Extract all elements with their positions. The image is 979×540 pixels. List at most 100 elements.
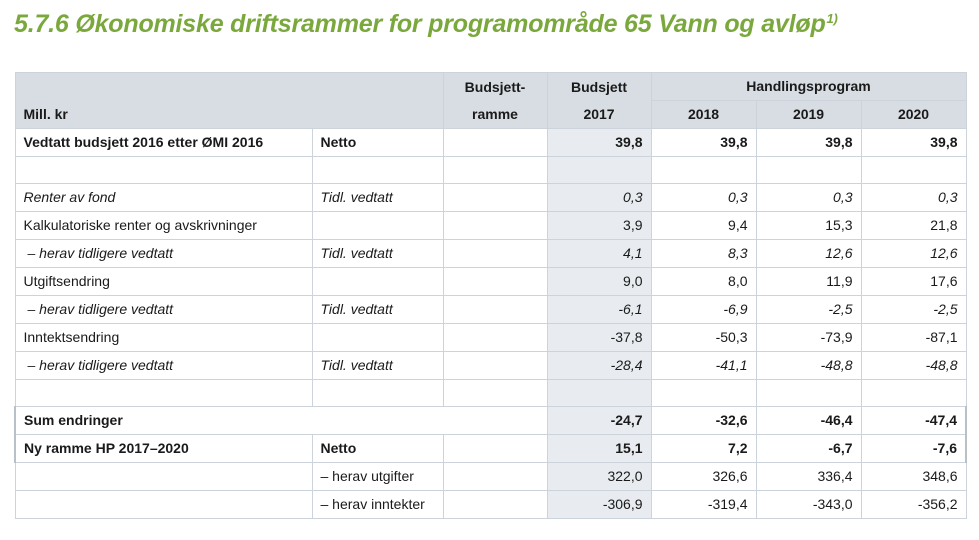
year-2019-cell: 336,4 [755, 462, 862, 491]
row-label: – herav tidligere vedtatt [14, 295, 313, 324]
budsjett-2017-cell [546, 156, 652, 184]
year-2020-cell: -7,6 [860, 434, 968, 463]
budsjettramme-cell [442, 239, 548, 268]
table-row [14, 379, 967, 407]
table-row: Inntektsendring -37,8 -50,3 -73,9 -87,1 [14, 323, 967, 352]
budsjett-2017-cell: -306,9 [546, 490, 652, 519]
budsjettramme-cell [442, 434, 548, 463]
table-row: – herav tidligere vedtatt Tidl. vedtatt … [14, 239, 967, 268]
year-2019-cell: -2,5 [755, 295, 862, 324]
year-2018-cell: 7,2 [650, 434, 757, 463]
year-2018-cell: 326,6 [650, 462, 757, 491]
row-label: Vedtatt budsjett 2016 etter ØMI 2016 [14, 128, 313, 157]
budsjettramme-header: Budsjett- ramme [442, 72, 548, 129]
budsjettramme-cell [442, 490, 548, 519]
budsjettramme-cell [442, 156, 548, 184]
year-2019-header: 2019 [755, 100, 862, 129]
sum-endringer-row: Sum endringer -24,7 -32,6 -46,4 -47,4 [13, 406, 968, 435]
row-type [311, 323, 444, 352]
row-label: Kalkulatoriske renter og avskrivninger [14, 211, 313, 240]
year-2020-cell: 39,8 [860, 128, 967, 157]
year-2018-cell: 0,3 [650, 183, 757, 212]
table-row: Vedtatt budsjett 2016 etter ØMI 2016 Net… [14, 128, 967, 157]
year-2019-cell: 15,3 [755, 211, 862, 240]
row-label: Ny ramme HP 2017–2020 [14, 434, 313, 463]
budsjettramme-cell [442, 128, 548, 157]
budsjett-2017-cell: 39,8 [546, 128, 652, 157]
row-label: Utgiftsendring [14, 267, 313, 296]
table-row: – herav utgifter 322,0 326,6 336,4 348,6 [14, 462, 967, 491]
handlingsprogram-header: Handlingsprogram [650, 72, 967, 101]
budsjett-2017-cell: 9,0 [546, 267, 652, 296]
row-label: Inntektsendring [14, 323, 313, 352]
year-2019-cell: 11,9 [755, 267, 862, 296]
row-label: – herav tidligere vedtatt [14, 239, 313, 268]
year-2018-cell: -32,6 [650, 406, 757, 435]
ny-ramme-row: Ny ramme HP 2017–2020 Netto 15,1 7,2 -6,… [14, 434, 968, 463]
year-2020-cell: -2,5 [860, 295, 967, 324]
year-2020-cell: 21,8 [860, 211, 967, 240]
budsjettramme-cell [442, 462, 548, 491]
unit-header: Mill. kr [14, 72, 444, 129]
budsjettramme-cell [442, 183, 548, 212]
year-2020-cell: 17,6 [860, 267, 967, 296]
table-body: Vedtatt budsjett 2016 etter ØMI 2016 Net… [13, 128, 968, 519]
row-type [311, 211, 444, 240]
budget-table: Mill. kr Budsjett- ramme Budsjett 2017 H… [13, 72, 968, 519]
page-title: 5.7.6 Økonomiske driftsrammer for progra… [14, 10, 838, 39]
budsjett-line2: 2017 [583, 105, 615, 122]
budsjett-2017-cell: -6,1 [546, 295, 652, 324]
budsjettramme-cell [442, 379, 548, 407]
year-2018-cell: 9,4 [650, 211, 757, 240]
year-2018-header: 2018 [650, 100, 757, 129]
year-2019-cell: 12,6 [755, 239, 862, 268]
row-label [14, 462, 313, 491]
year-2019-cell: 39,8 [755, 128, 862, 157]
title-footnote: 1) [826, 10, 838, 26]
budsjettramme-line1: Budsjett- [464, 78, 526, 95]
row-type: Tidl. vedtatt [311, 183, 444, 212]
year-2019-cell: -48,8 [755, 351, 862, 380]
year-2020-cell: -87,1 [860, 323, 967, 352]
table-row: – herav inntekter -306,9 -319,4 -343,0 -… [14, 490, 967, 519]
table-row: – herav tidligere vedtatt Tidl. vedtatt … [14, 351, 967, 380]
budsjett-2017-cell: -28,4 [546, 351, 652, 380]
year-2020-cell [860, 156, 967, 184]
table-row: Utgiftsendring 9,0 8,0 11,9 17,6 [14, 267, 967, 296]
budsjettramme-cell [442, 267, 548, 296]
row-label: – herav tidligere vedtatt [14, 351, 313, 380]
budsjett-2017-header: Budsjett 2017 [546, 72, 652, 129]
table-row [14, 156, 967, 184]
budsjettramme-cell [442, 211, 548, 240]
table-row: Kalkulatoriske renter og avskrivninger 3… [14, 211, 967, 240]
budsjett-2017-cell: 322,0 [546, 462, 652, 491]
budsjett-2017-cell: -37,8 [546, 323, 652, 352]
year-2019-cell: -6,7 [755, 434, 862, 463]
budsjett-2017-cell: -24,7 [546, 406, 652, 435]
row-label: Renter av fond [14, 183, 313, 212]
year-2018-cell: -41,1 [650, 351, 757, 380]
row-label [14, 379, 313, 407]
year-2019-cell: -46,4 [755, 406, 862, 435]
row-type: – herav inntekter [311, 490, 444, 519]
row-type [311, 156, 444, 184]
year-2020-cell [860, 379, 967, 407]
year-2019-cell: -343,0 [755, 490, 862, 519]
budsjett-2017-cell: 15,1 [546, 434, 652, 463]
year-2019-cell: -73,9 [755, 323, 862, 352]
page-title-text: 5.7.6 Økonomiske driftsrammer for progra… [14, 10, 826, 38]
year-2020-cell: -47,4 [860, 406, 968, 435]
budsjettramme-line2: ramme [472, 105, 518, 122]
budsjettramme-cell [442, 351, 548, 380]
year-2018-cell: -6,9 [650, 295, 757, 324]
year-2018-cell: 8,0 [650, 267, 757, 296]
year-2019-cell: 0,3 [755, 183, 862, 212]
row-type: – herav utgifter [311, 462, 444, 491]
budsjettramme-cell [442, 323, 548, 352]
row-label [14, 156, 313, 184]
year-2018-cell: 39,8 [650, 128, 757, 157]
budsjett-2017-cell [546, 379, 652, 407]
row-type: Tidl. vedtatt [311, 295, 444, 324]
year-2018-cell [650, 156, 757, 184]
budsjett-2017-cell: 0,3 [546, 183, 652, 212]
